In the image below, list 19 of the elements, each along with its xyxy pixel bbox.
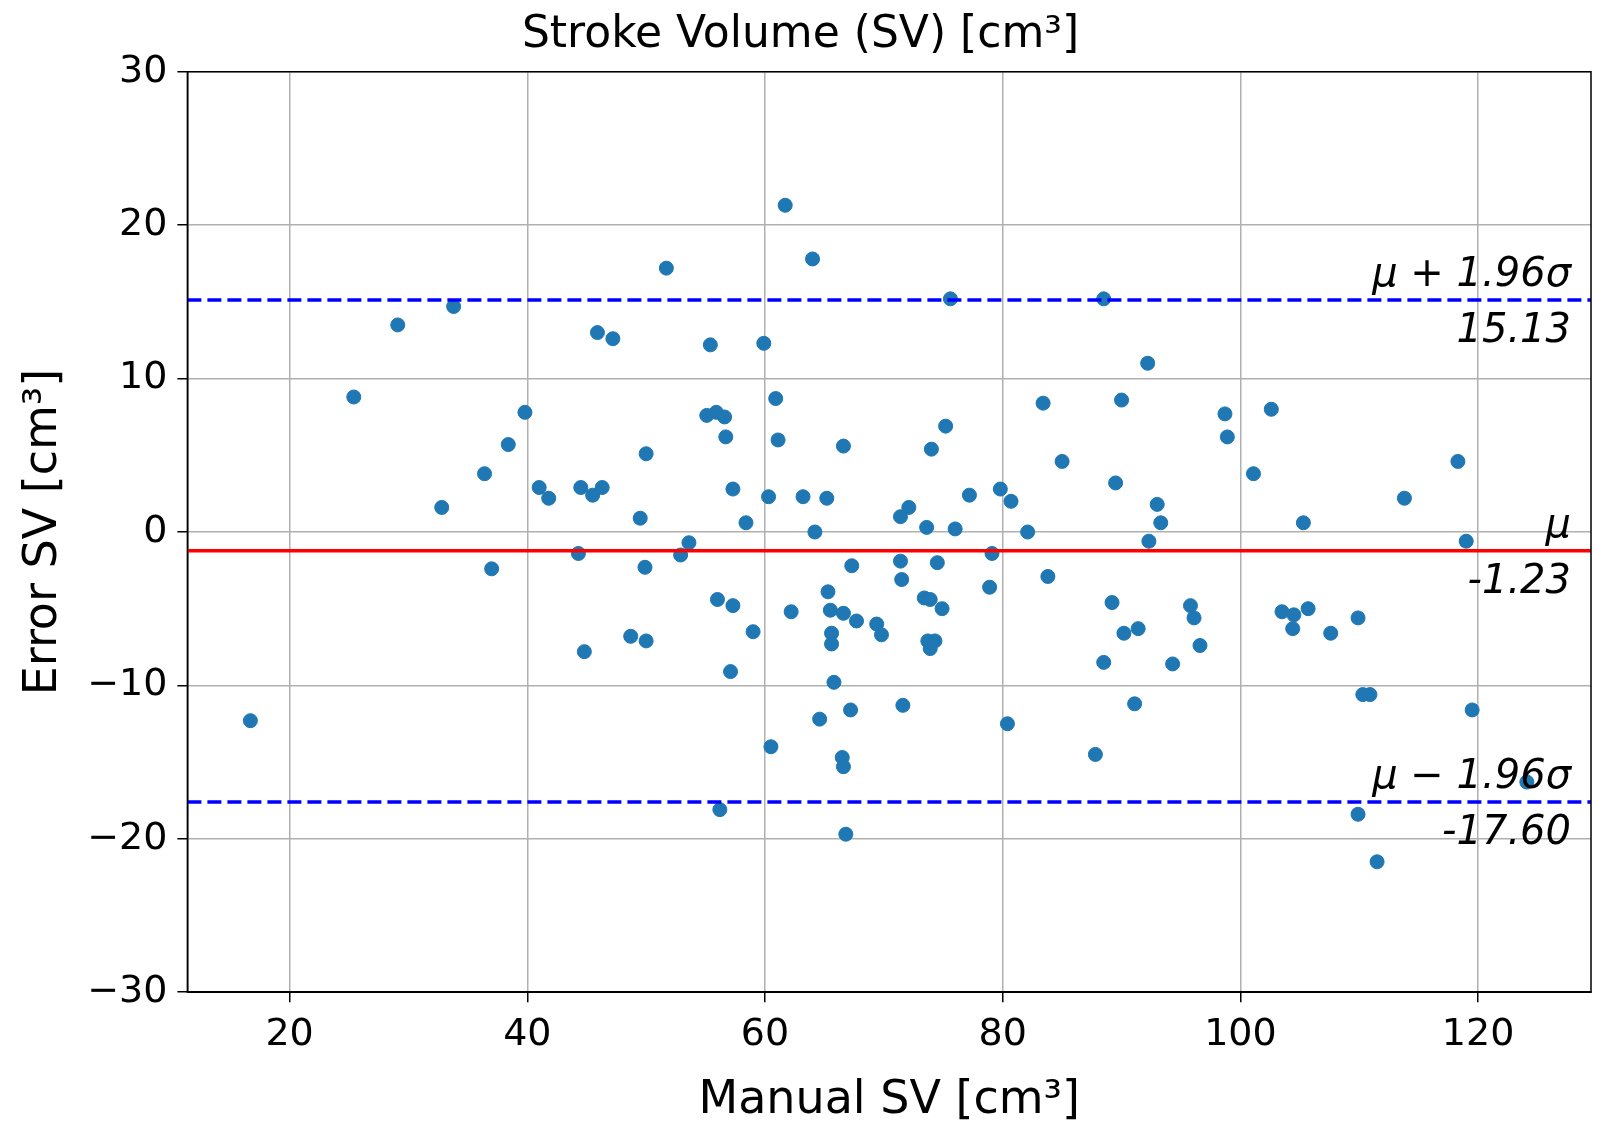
x-axis-title: Manual SV [cm³] <box>698 1070 1080 1125</box>
chart-title: Stroke Volume (SV) [cm³] <box>521 5 1080 57</box>
x-tick-label: 80 <box>978 1009 1027 1054</box>
x-tick-label: 60 <box>740 1009 790 1054</box>
y-tick-label: 0 <box>143 506 168 551</box>
x-tick-label: 100 <box>1204 1009 1277 1054</box>
y-tick-label: −30 <box>87 967 168 1012</box>
y-tick-label: 30 <box>119 46 168 91</box>
ref-line-label: μ + 1.96σ 15.13 <box>1371 249 1573 352</box>
y-tick-label: 20 <box>119 200 168 245</box>
ref-line-label: μ -1.23 <box>1467 500 1571 603</box>
ref-line-label: μ − 1.96σ -17.60 <box>1371 751 1573 854</box>
y-tick-label: −10 <box>87 660 168 705</box>
y-tick-label: −20 <box>87 813 168 858</box>
y-tick-label: 10 <box>119 353 168 398</box>
x-tick-label: 120 <box>1441 1009 1515 1054</box>
x-tick-label: 40 <box>503 1009 552 1054</box>
y-axis-title: Error SV [cm³] <box>12 368 67 696</box>
x-tick-label: 20 <box>265 1009 314 1054</box>
